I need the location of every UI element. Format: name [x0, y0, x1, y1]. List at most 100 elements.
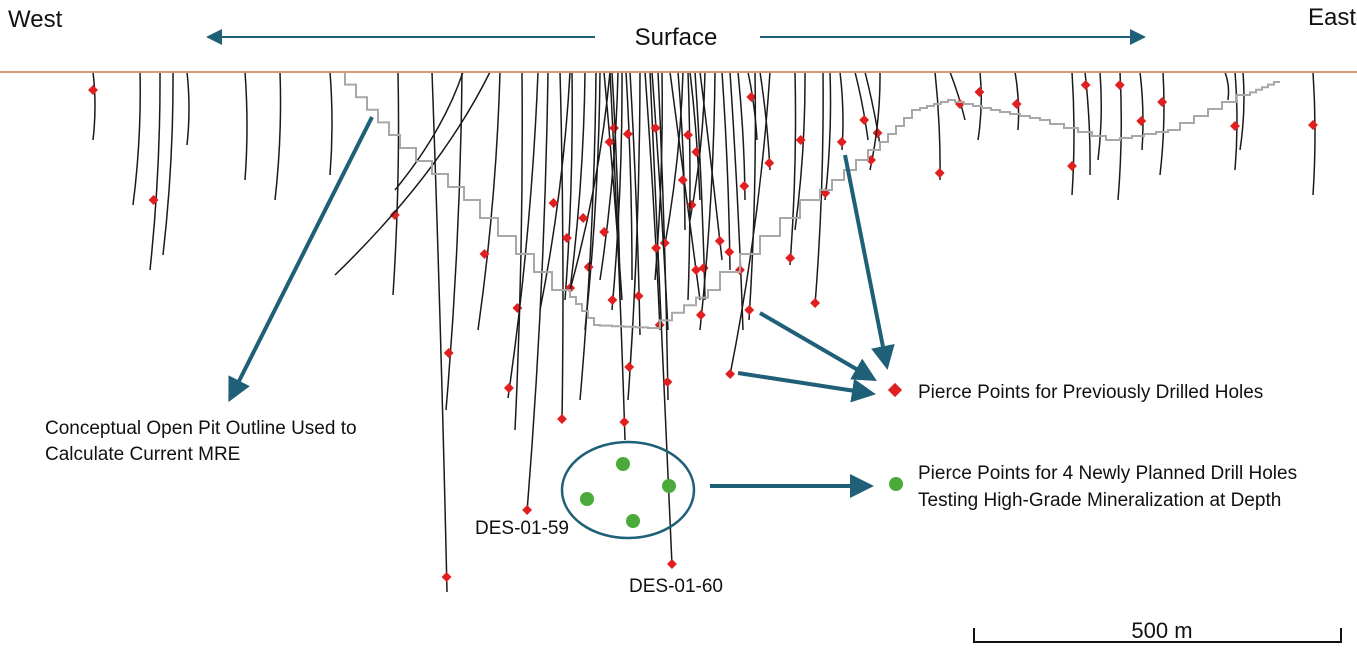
pierce-point [1157, 97, 1168, 107]
drill-hole [1117, 71, 1123, 201]
drill-hole [514, 71, 523, 431]
drill-hole [854, 71, 869, 141]
drill-hole [394, 71, 464, 191]
west-label: West [8, 6, 63, 33]
target-ellipse [560, 440, 696, 540]
drill-hole [629, 71, 641, 336]
legend-diamond [887, 382, 903, 398]
drill-hole [579, 71, 597, 401]
surface-label: Surface [635, 24, 718, 51]
drill-hole [559, 71, 564, 421]
pierce-point [1230, 121, 1240, 131]
drill-hole [431, 71, 448, 593]
drill-hole [526, 71, 549, 513]
pierce-point [389, 210, 400, 220]
drill-holes [88, 71, 1318, 593]
pierce-point [522, 505, 533, 515]
legend-circle [889, 477, 903, 491]
pierce-point [651, 243, 662, 253]
pierce-point [698, 263, 709, 273]
planned-holes-callout: Testing High-Grade Mineralization at Dep… [918, 490, 1281, 511]
pierce-point [667, 559, 677, 569]
pierce-point [724, 247, 735, 257]
pierce-point [795, 135, 806, 145]
pierce-point [1011, 99, 1022, 109]
drill-hole [1159, 71, 1165, 176]
pierce-point [624, 362, 635, 372]
pierce-point [622, 129, 633, 139]
drill-hole [729, 71, 771, 376]
drill-hole [132, 71, 141, 206]
pierce-point [503, 383, 514, 393]
drill-hole [789, 71, 797, 266]
drill-hole [564, 71, 573, 301]
pierce-point [691, 147, 702, 157]
pierce-point [512, 303, 523, 313]
pierce-point [836, 137, 847, 147]
pierce-point [746, 92, 757, 102]
pierce-point [872, 128, 883, 138]
pit-outline [344, 72, 1280, 329]
drill-hole [627, 71, 641, 401]
pierce-point [583, 262, 594, 272]
hole-label: DES-01-59 [475, 518, 569, 539]
pierce-point [619, 417, 630, 427]
drill-hole [747, 71, 758, 141]
pointer-arrow [228, 116, 374, 403]
planned-holes-callout: Pierce Points for 4 Newly Planned Drill … [918, 463, 1297, 484]
pierce-point [974, 87, 985, 97]
drill-hole [687, 71, 691, 301]
drill-hole [274, 71, 282, 201]
drill-hole [689, 71, 701, 201]
drill-hole [334, 71, 491, 276]
pierce-point [1136, 116, 1147, 126]
drill-hole [539, 71, 571, 311]
pointer-arrow [737, 371, 876, 403]
drill-hole [657, 71, 669, 401]
pierce-point [662, 377, 673, 387]
pierce-point [633, 291, 644, 301]
drill-hole [445, 71, 463, 411]
hole-label: DES-01-60 [629, 576, 723, 597]
pierce-point [609, 123, 619, 133]
drill-hole [569, 71, 611, 291]
planned-point [616, 457, 630, 471]
drill-hole [186, 71, 190, 146]
drill-hole [949, 71, 966, 121]
drill-hole [149, 71, 161, 271]
pit-callout: Conceptual Open Pit Outline Used to [45, 418, 357, 439]
pierce-point [744, 305, 755, 315]
drill-hole [1312, 71, 1316, 196]
pierce-point [764, 158, 775, 168]
drill-hole [824, 71, 832, 201]
pierce-point [859, 115, 870, 125]
drill-hole [864, 71, 881, 146]
scale-bar [973, 628, 1342, 643]
drill-hole [1097, 71, 1103, 161]
drill-hole [1071, 71, 1075, 196]
pierce-point [810, 298, 821, 308]
drill-hole [1139, 71, 1144, 151]
pierce-point [1308, 120, 1318, 130]
planned-point [580, 492, 594, 506]
east-label: East [1308, 4, 1356, 31]
pierce-point [88, 85, 98, 95]
drill-hole [329, 71, 333, 176]
pierce-point [557, 414, 567, 424]
pierce-point [148, 195, 159, 205]
pierce-point [677, 175, 688, 185]
drill-hole [654, 71, 663, 281]
pierce-point [683, 130, 693, 140]
drill-hole [507, 71, 539, 399]
scale-label: 500 m [1131, 618, 1192, 643]
pierce-point [604, 137, 615, 147]
pierce-point [725, 369, 736, 379]
pierce-point [739, 181, 750, 191]
pierce-point [785, 253, 796, 263]
drill-hole [663, 71, 684, 251]
pierce-point [691, 265, 702, 275]
drill-hole [814, 71, 824, 306]
pierce-point [650, 123, 661, 133]
drill-hole [244, 71, 248, 181]
